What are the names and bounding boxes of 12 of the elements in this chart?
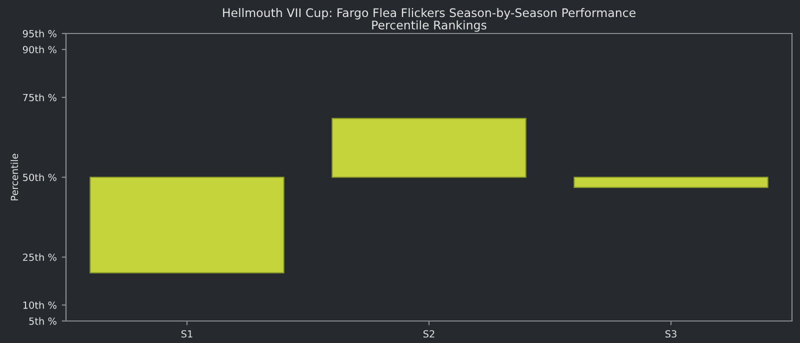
x-tick-label: S3 bbox=[665, 330, 676, 338]
y-tick-label: 25th % bbox=[23, 253, 56, 261]
y-tick-label: 90th % bbox=[22, 46, 56, 54]
x-tick-label: S2 bbox=[423, 330, 434, 338]
y-tick-label: 75th % bbox=[23, 94, 56, 102]
y-tick-label: 10th % bbox=[23, 301, 56, 309]
y-tick-label: 95th % bbox=[22, 30, 56, 38]
chart-title: Hellmouth VII Cup: Fargo Flea Flickers Season-by-Season Performance Percentile Rankings bbox=[223, 8, 636, 32]
y-axis-title: Percentile bbox=[10, 154, 18, 200]
x-tick-label: S1 bbox=[181, 330, 192, 338]
y-tick-label: 50th % bbox=[23, 174, 56, 182]
y-tick-label: 5th % bbox=[29, 317, 56, 325]
